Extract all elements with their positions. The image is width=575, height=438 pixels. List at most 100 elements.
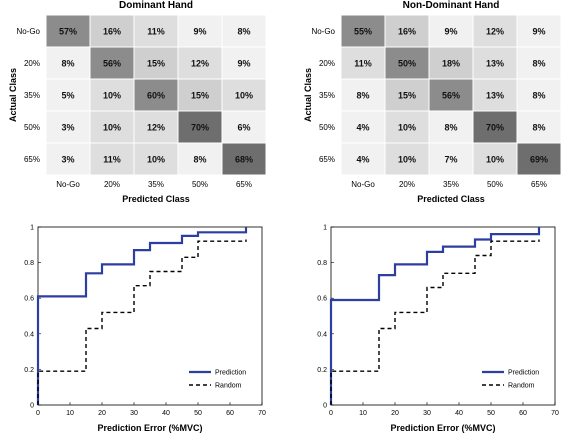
heatmap-cell-label: 12% [191,59,209,69]
heatmap-cell [221,110,267,144]
heatmap-cell [428,142,474,176]
heatmap-cell [516,110,562,144]
x-tick-label: 20 [391,410,399,417]
heatmap-cell [516,142,562,176]
confusion-matrix-1: Dominant Hand 57% 16% 11% 9% 8% 8% 56% 15% 12% 9% 5… [8,0,267,204]
y-tick-label: 0.6 [24,296,34,303]
heatmap-cell-label: 8% [356,91,369,101]
heatmap-cell [177,110,223,144]
x-tick-label: 30 [423,410,431,417]
legend-label: Prediction [215,370,246,377]
y-tick-label: 50% [24,123,40,132]
y-tick-label: 65% [24,155,40,164]
confusion-matrix-2: Non-Dominant Hand 55% 16% 9% 12% 9% 11% 50% 18% 1… [303,0,562,204]
heatmap-cell-label: 10% [147,155,165,165]
heatmap-cell-label: 8% [237,27,250,37]
heatmap-cell-label: 13% [486,59,504,69]
x-tick-label: 35% [148,180,164,189]
x-tick-label: 20 [98,410,106,417]
x-tick-label: 50% [487,180,503,189]
heatmap-cell-label: 8% [532,123,545,133]
y-tick-label: 0 [30,403,34,410]
heatmap-cell-label: 60% [147,91,165,101]
heatmap-cell-label: 10% [235,91,253,101]
heatmap-cell [340,78,386,112]
heatmap-cell-label: 16% [398,27,416,37]
x-axis-label: Predicted Class [417,194,485,204]
x-tick-label: No-Go [351,180,375,189]
heatmap-cell [89,78,135,112]
y-tick-label: 0 [323,403,327,410]
series-line-prediction [36,227,248,405]
heatmap-cell-label: 55% [354,27,372,37]
heatmap-cell-label: 9% [444,27,457,37]
legend-label: Random [215,383,242,390]
heatmap-cell [89,14,135,48]
x-tick-label: 30 [130,410,138,417]
heatmap-cell [221,46,267,80]
heatmap-cell-label: 8% [193,155,206,165]
y-axis-label: Actual Class [8,68,18,122]
y-tick-label: 0.4 [24,331,34,338]
y-tick-label: 1 [30,225,34,232]
step-plot-2: 0 10 20 30 40 50 60 70 0 0.2 0.4 0.6 0.8 1 Prediction … [317,225,559,434]
heatmap-cell-label: 69% [530,155,548,165]
x-tick-label: 50% [192,180,208,189]
x-tick-label: 60 [519,410,527,417]
heatmap-cell [133,46,179,80]
heatmap-cell [89,142,135,176]
heatmap-cell-label: 15% [147,59,165,69]
heatmap-cell [45,46,91,80]
heatmap-cell-label: 11% [354,59,372,69]
legend-box [185,362,255,396]
heatmap-cell [340,46,386,80]
series-line-random [37,239,247,405]
heatmap-cell [45,110,91,144]
x-tick-label: 20% [104,180,120,189]
heatmap-cell-label: 11% [103,155,121,165]
x-tick-label: 10 [359,410,367,417]
heatmap-cell-label: 15% [191,91,209,101]
heatmap-cell-label: 9% [532,27,545,37]
y-tick-label: 0.8 [317,260,327,267]
y-axis-label: Actual Class [303,68,313,122]
heatmap-cell [384,110,430,144]
heatmap-cell [384,14,430,48]
y-tick-label: 20% [319,59,335,68]
legend-label: Random [508,383,535,390]
y-tick-label: No-Go [16,27,40,36]
heatmap-cell-label: 68% [235,155,253,165]
heatmap-cell [472,142,518,176]
heatmap-cell-label: 56% [442,91,460,101]
heatmap-cell-label: 9% [237,59,250,69]
y-tick-label: 35% [24,91,40,100]
heatmap-cell-label: 70% [191,123,209,133]
heatmap-title: Dominant Hand [119,0,193,11]
heatmap-cell-label: 10% [398,155,416,165]
heatmap-cell-label: 16% [103,27,121,37]
heatmap-cell [45,142,91,176]
heatmap-cell-label: 5% [61,91,74,101]
y-tick-label: 0.8 [24,260,34,267]
heatmap-cell-label: 18% [442,59,460,69]
heatmap-title: Non-Dominant Hand [403,0,500,11]
y-tick-label: 35% [319,91,335,100]
y-tick-label: 0.2 [317,367,327,374]
x-tick-label: 40 [455,410,463,417]
heatmap-cell-label: 15% [398,91,416,101]
x-tick-label: 35% [443,180,459,189]
x-tick-label: 60 [226,410,234,417]
plot-frame [37,226,263,406]
heatmap-cell-label: 10% [486,155,504,165]
heatmap-cell [384,78,430,112]
x-tick-label: 0 [36,410,40,417]
heatmap-cell-label: 6% [237,123,250,133]
series-line-prediction [329,227,541,405]
heatmap-cell-label: 8% [532,59,545,69]
y-tick-label: 1 [323,225,327,232]
y-tick-label: No-Go [311,27,335,36]
legend-box [478,362,548,396]
x-tick-label: 40 [162,410,170,417]
heatmap-cell-label: 56% [103,59,121,69]
